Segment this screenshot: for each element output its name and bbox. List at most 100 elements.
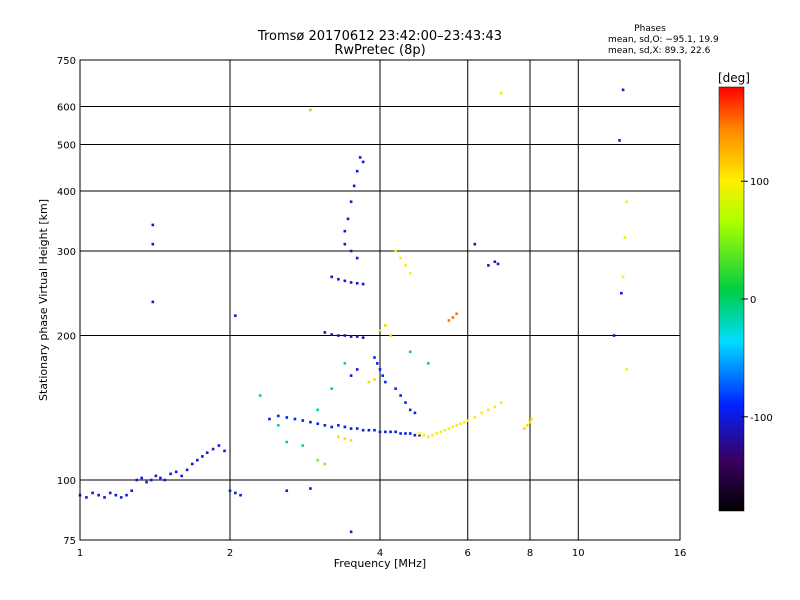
data-point (223, 449, 226, 453)
data-point (373, 356, 376, 359)
data-point (443, 428, 447, 432)
data-point (618, 139, 621, 142)
data-point (349, 335, 353, 338)
x-tick-label: 16 (674, 548, 687, 559)
data-point (375, 362, 379, 365)
data-point (612, 334, 616, 337)
y-tick-label: 400 (57, 187, 76, 198)
data-point (349, 438, 353, 442)
data-point (163, 478, 167, 482)
data-point (378, 368, 382, 371)
data-point (431, 433, 434, 437)
data-point (211, 447, 215, 451)
data-point (352, 184, 356, 188)
data-point (258, 394, 262, 397)
data-point (285, 489, 289, 493)
data-point (337, 424, 340, 427)
data-point (404, 432, 407, 435)
data-point (154, 474, 158, 478)
x-tick-label: 10 (572, 548, 585, 559)
data-point (413, 411, 417, 415)
data-point (408, 408, 412, 412)
data-point (459, 422, 462, 426)
data-point (384, 430, 387, 434)
grid-lines (80, 60, 680, 540)
data-point (394, 387, 397, 390)
data-point (309, 487, 312, 490)
data-point (169, 472, 172, 476)
data-point (309, 108, 312, 112)
x-tick-label: 6 (465, 548, 471, 559)
data-point (323, 331, 327, 334)
data-point (343, 334, 347, 337)
data-point (349, 281, 353, 284)
plot-frame (79, 59, 681, 541)
data-point (455, 424, 458, 427)
data-point (276, 414, 280, 418)
data-point (418, 432, 421, 435)
data-point (343, 437, 347, 440)
data-point (426, 362, 430, 365)
data-point (625, 368, 628, 371)
chart-subtitle: RwPretec (8p) (334, 43, 425, 58)
data-point (418, 433, 421, 437)
data-point (323, 424, 327, 427)
data-point (190, 462, 194, 466)
data-point (108, 491, 112, 495)
data-point (487, 408, 490, 412)
data-point (346, 217, 350, 221)
data-point (621, 275, 625, 279)
colorbar-label: [deg] (718, 71, 750, 85)
data-point (174, 470, 178, 474)
y-tick-label: 500 (57, 141, 76, 152)
y-tick-label: 100 (57, 476, 76, 487)
data-point (384, 324, 387, 327)
data-point (620, 291, 623, 295)
data-point (480, 411, 484, 415)
data-point (389, 430, 392, 434)
data-point (205, 451, 209, 455)
data-point (330, 333, 334, 336)
data-point (349, 427, 353, 430)
y-tick-label: 200 (57, 332, 76, 343)
data-point (185, 468, 189, 472)
data-point (151, 300, 155, 304)
data-point (451, 425, 455, 429)
data-point (151, 242, 155, 246)
data-point (349, 200, 353, 204)
data-point (337, 334, 340, 337)
data-point (408, 350, 412, 354)
data-point (125, 493, 128, 497)
data-point (343, 425, 347, 429)
x-tick-label: 2 (227, 548, 233, 559)
data-point (355, 281, 359, 285)
data-point (343, 229, 347, 233)
data-point (355, 256, 359, 260)
data-point (361, 428, 365, 432)
y-axis-label: Stationary phase Virtual Height [km] (37, 199, 50, 401)
data-point (343, 279, 347, 283)
data-point (466, 419, 470, 422)
data-point (413, 433, 417, 437)
data-point (499, 91, 503, 95)
data-point (404, 264, 407, 267)
data-point (268, 417, 271, 421)
data-point (159, 476, 162, 480)
title-block: Tromsø 20170612 23:42:00–23:43:43 RwPret… (257, 29, 502, 58)
data-point (408, 271, 412, 275)
data-point (355, 368, 359, 371)
data-point (422, 433, 426, 437)
data-point (330, 387, 334, 390)
data-point (234, 314, 237, 317)
data-point (323, 462, 327, 466)
data-point (381, 374, 384, 377)
y-axis: 75 100 200 300 400 500 600 750 (57, 56, 76, 547)
x-axis-label: Frequency [MHz] (334, 557, 426, 570)
data-point (525, 424, 529, 427)
data-point (389, 334, 392, 337)
colorbar-tick-label: 100 (750, 177, 769, 188)
data-point (316, 422, 320, 426)
data-point (343, 362, 347, 365)
data-point (293, 417, 297, 421)
data-point (384, 380, 387, 384)
